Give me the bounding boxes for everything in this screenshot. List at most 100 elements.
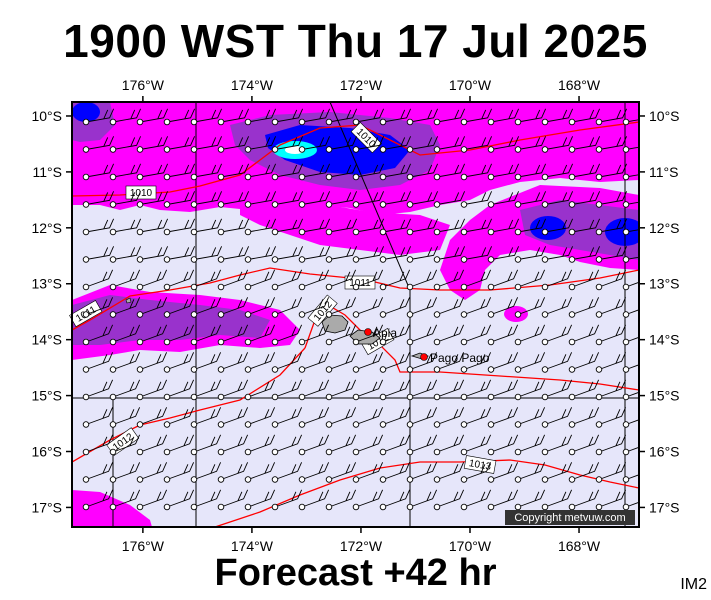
wind-barb <box>82 136 115 153</box>
wind-barb <box>352 269 384 291</box>
wind-barb <box>622 446 639 456</box>
wind-barb <box>163 434 195 456</box>
wind-barb <box>271 434 303 456</box>
wind-barb <box>217 191 250 208</box>
wind-barb <box>298 218 331 236</box>
wind-barb <box>109 136 142 153</box>
lat-tick-label-right: 15°S <box>649 388 680 404</box>
wind-barb <box>595 136 628 153</box>
wind-barb <box>622 281 639 291</box>
wind-barb <box>352 407 384 428</box>
wind-barb <box>541 407 573 428</box>
wind-barb <box>406 434 438 456</box>
wind-barb <box>217 352 249 373</box>
wind-barb <box>136 163 169 181</box>
wind-barb <box>217 218 250 236</box>
wind-barb <box>541 191 574 208</box>
wind-barb <box>109 218 142 236</box>
lat-tick-label-left: 11°S <box>33 164 62 180</box>
lat-tick-label-right: 11°S <box>649 164 678 180</box>
lat-tick-label-left: 12°S <box>31 220 62 236</box>
wind-barb <box>433 136 466 153</box>
wind-barb <box>595 489 627 511</box>
wind-barb <box>541 379 573 401</box>
forecast-label: Forecast +42 hr <box>214 552 497 594</box>
lon-tick-label-top: 174°W <box>231 77 274 93</box>
lon-tick-label-top: 176°W <box>122 77 165 93</box>
wind-barb <box>460 324 492 346</box>
wind-barb <box>460 489 492 511</box>
wind-barb <box>82 352 114 373</box>
wind-barb <box>433 297 465 318</box>
wind-barb <box>244 108 277 126</box>
wind-barb <box>271 269 303 291</box>
wind-barb <box>433 434 465 456</box>
wind-barb <box>514 489 546 511</box>
wind-barb <box>352 108 385 126</box>
wind-barb <box>487 324 519 346</box>
wind-barb <box>109 407 141 428</box>
wind-barb <box>541 324 573 346</box>
wind-barb <box>514 462 546 483</box>
wind-barb <box>109 324 141 346</box>
wind-barb <box>487 218 520 236</box>
wind-barb <box>271 297 303 318</box>
isobar-label-1011-a: 1011 <box>344 275 376 290</box>
isobar-1012-west <box>72 347 306 463</box>
wind-barb <box>379 246 412 263</box>
wind-barb <box>460 297 492 318</box>
wind-barb <box>298 136 331 153</box>
wind-barb <box>595 379 627 401</box>
wind-barb <box>244 379 276 401</box>
wind-barb <box>298 191 331 208</box>
wind-barb <box>271 191 304 208</box>
wind-barb <box>163 218 196 236</box>
wind-barb <box>487 434 519 456</box>
wind-barb <box>487 269 519 291</box>
wind-barb <box>163 407 195 428</box>
wind-barb <box>568 218 601 236</box>
lon-tick-label-bottom: 174°W <box>231 538 274 554</box>
wind-barb <box>622 474 639 483</box>
wind-barb <box>622 228 639 236</box>
wind-barb <box>298 379 330 401</box>
wind-barb <box>244 462 276 483</box>
precip-heavy-nw <box>72 102 100 122</box>
isobar-label-1010-a: 1010 <box>125 185 157 200</box>
wind-barb <box>271 324 303 346</box>
wind-barb <box>82 324 114 346</box>
wind-barb <box>190 108 223 126</box>
wind-barb <box>325 379 357 401</box>
wind-barb <box>433 191 466 208</box>
wind-barb <box>460 136 493 153</box>
wind-barb <box>568 136 601 153</box>
wind-barb <box>352 297 384 318</box>
wind-barb <box>514 108 547 126</box>
wind-barb <box>325 191 358 208</box>
wind-barb <box>109 297 141 318</box>
wind-barb <box>622 146 639 153</box>
wind-barb <box>271 407 303 428</box>
wind-barb <box>109 163 142 181</box>
place-markers: Apia Pago Pago <box>364 326 490 365</box>
wind-barb <box>514 407 546 428</box>
wind-barb <box>433 269 465 291</box>
precip-medium-west <box>72 295 270 345</box>
wind-barb <box>136 297 168 318</box>
wind-barb <box>487 489 519 511</box>
wind-barb <box>622 201 639 208</box>
wind-barb <box>514 191 547 208</box>
wind-barb <box>82 218 115 236</box>
wind-barb <box>190 434 222 456</box>
wind-barb <box>622 256 639 263</box>
wind-barb <box>109 269 141 291</box>
wind-barb <box>595 297 627 318</box>
wind-barb <box>217 269 249 291</box>
wind-barb <box>406 136 439 153</box>
wind-barb <box>190 163 223 181</box>
wind-barb <box>244 434 276 456</box>
wind-barb <box>460 108 493 126</box>
wind-barb <box>352 218 385 236</box>
wind-barb <box>514 269 546 291</box>
wind-barb <box>325 489 357 511</box>
